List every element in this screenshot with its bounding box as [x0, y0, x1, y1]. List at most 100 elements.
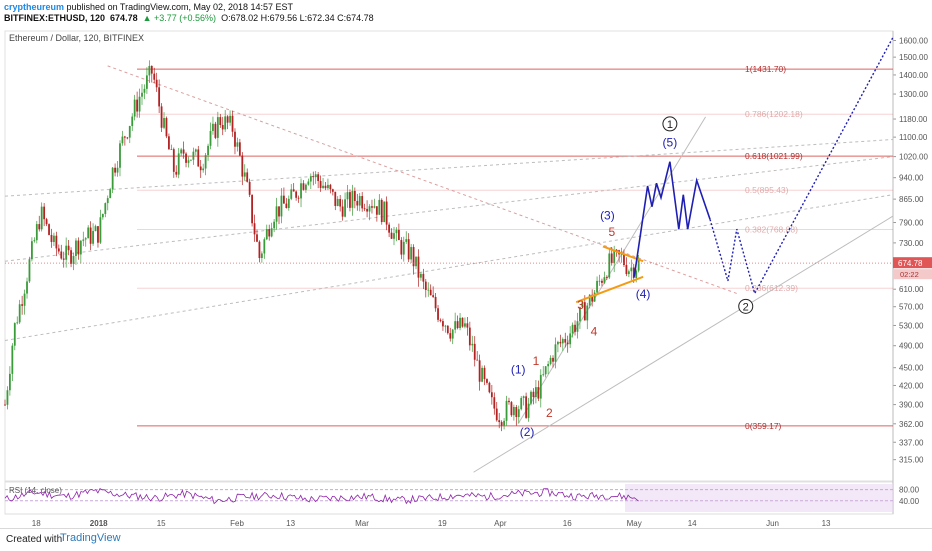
candle-body [187, 160, 190, 163]
candle-body [349, 192, 351, 208]
candle-body [378, 199, 381, 215]
triangle-lower [575, 275, 644, 304]
candle-body [530, 391, 532, 404]
candle-body [473, 343, 476, 360]
candle-body [623, 254, 625, 266]
trend-line [4, 156, 894, 262]
candle-body [67, 245, 70, 251]
wave-label-red: 3 [577, 298, 584, 312]
candle-body [454, 321, 457, 330]
wave-label-circled: 2 [743, 301, 749, 313]
candle-body [219, 117, 222, 126]
candle-body [608, 253, 611, 278]
y-tick-label: 315.00 [899, 456, 924, 465]
candle-body [552, 357, 554, 362]
y-tick-label: 865.00 [899, 195, 924, 204]
price-chart[interactable]: Ethereum / Dollar, 120, BITFINEX315.0033… [0, 26, 932, 528]
candle-body [263, 239, 266, 254]
candle-body [265, 229, 268, 240]
candle-body [204, 155, 207, 169]
candle-body [280, 195, 283, 217]
candle-body [557, 341, 559, 345]
candle-body [605, 277, 608, 278]
candle-body [358, 196, 361, 206]
candle-body [231, 115, 234, 132]
candle-body [133, 99, 136, 117]
candle-body [439, 319, 442, 322]
candle-body [344, 199, 346, 217]
candle-body [26, 281, 28, 294]
candle-body [214, 123, 217, 138]
candle-body [45, 219, 48, 225]
candle-body [236, 142, 239, 147]
y-tick-label: 530.00 [899, 321, 924, 330]
x-tick-label: Apr [494, 519, 507, 528]
price-change: ▲ +3.77 (+0.56%) [142, 13, 217, 23]
candle-body [317, 174, 320, 182]
candle-body [451, 329, 454, 339]
candle-body [163, 118, 165, 128]
candle-body [549, 357, 552, 364]
x-tick-label: Jun [766, 519, 779, 528]
candle-body [155, 79, 158, 88]
candle-body [185, 153, 187, 163]
candle-body [424, 281, 427, 291]
candle-body [368, 206, 371, 212]
candle-body [598, 280, 601, 282]
price-tag [893, 257, 932, 269]
candle-body [82, 239, 85, 241]
candle-body [351, 190, 354, 208]
candle-body [131, 116, 134, 127]
candle-body [273, 221, 276, 229]
candle-body [380, 199, 383, 223]
candle-body [537, 387, 540, 399]
candle-body [500, 422, 503, 426]
x-tick-label: May [627, 519, 642, 528]
wave-label-blue: (5) [663, 136, 678, 150]
wave-circle [738, 298, 754, 314]
candle-body [468, 327, 471, 346]
candle-body [278, 206, 280, 217]
candle-body [566, 342, 569, 345]
trend-line [4, 138, 894, 197]
candle-body [199, 166, 202, 171]
candle-body [542, 374, 545, 376]
candle-body [488, 382, 491, 393]
tradingview-logo[interactable]: TradingView [60, 532, 121, 544]
candle-body [601, 280, 603, 283]
candle-body [346, 192, 349, 200]
candle-body [544, 366, 547, 375]
candle-body [145, 75, 148, 89]
candle-body [405, 239, 408, 242]
wave-label-blue: (4) [636, 287, 651, 301]
candle-body [402, 241, 405, 255]
author-link[interactable]: cryptheureum [4, 2, 65, 12]
candle-body [77, 240, 80, 255]
candle-body [520, 397, 523, 410]
candle-body [486, 379, 488, 383]
candle-body [43, 206, 46, 220]
candle-body [158, 87, 161, 107]
candle-body [99, 217, 102, 243]
candle-body [373, 206, 376, 208]
candle-body [632, 267, 635, 278]
y-tick-label: 1100.00 [899, 133, 928, 142]
candle-body [285, 203, 288, 208]
chart-frame[interactable]: Ethereum / Dollar, 120, BITFINEX 315.00 33… [0, 26, 932, 528]
candle-body [23, 293, 26, 306]
candle-body [314, 174, 317, 178]
candle-body [331, 189, 334, 192]
candle-body [412, 247, 415, 267]
candle-body [476, 359, 479, 361]
candle-body [397, 229, 400, 241]
projection-wave-down [709, 36, 894, 296]
candle-body [586, 305, 589, 321]
candle-body [319, 181, 322, 188]
candle-body [224, 116, 227, 130]
candle-body [554, 344, 557, 362]
candle-body [209, 130, 212, 146]
candle-body [50, 234, 53, 242]
y-tick-label: 390.00 [899, 401, 924, 410]
candle-body [495, 408, 498, 421]
candle-body [70, 250, 72, 264]
